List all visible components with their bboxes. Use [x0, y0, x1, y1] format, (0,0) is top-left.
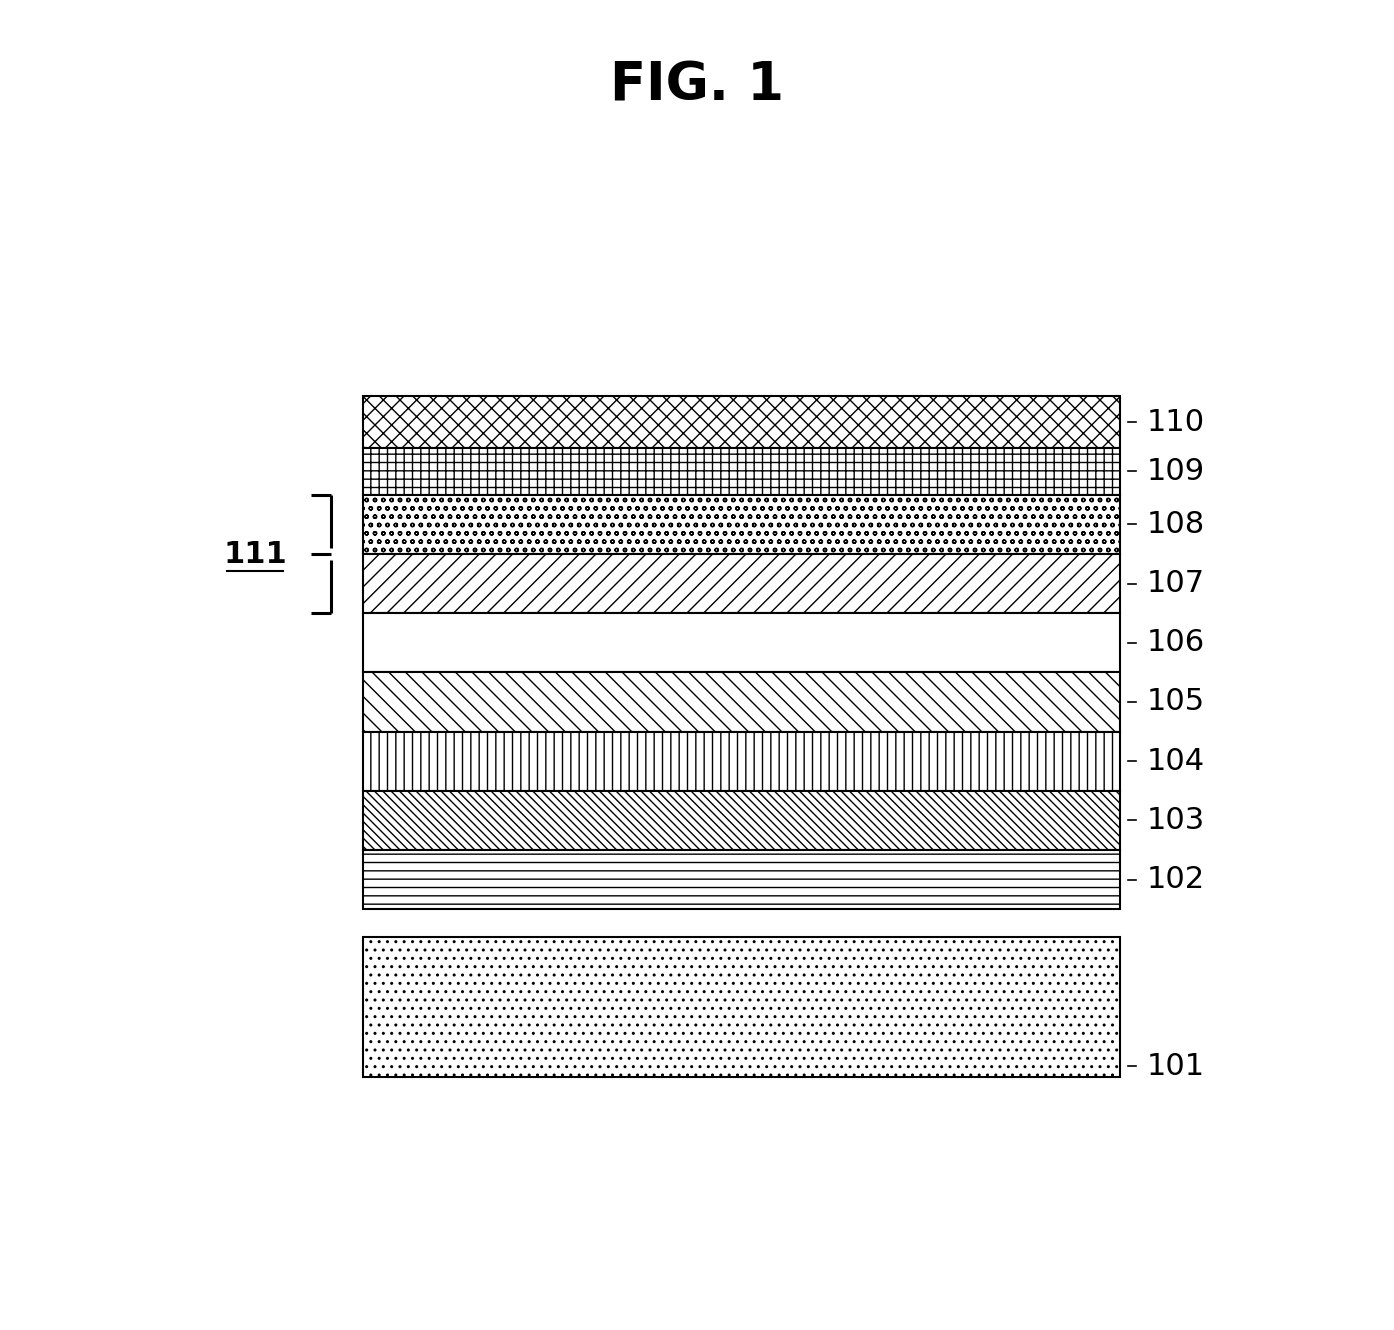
Bar: [364, 495, 1119, 555]
Text: 105: 105: [1147, 688, 1204, 717]
Bar: [364, 555, 1119, 613]
Text: 103: 103: [1147, 806, 1204, 835]
Bar: [364, 732, 1119, 791]
Text: 107: 107: [1147, 569, 1204, 598]
Text: 108: 108: [1147, 509, 1204, 539]
Bar: [364, 448, 1119, 495]
Bar: [364, 396, 1119, 448]
Bar: [364, 850, 1119, 910]
Text: 106: 106: [1147, 628, 1204, 657]
Text: 101: 101: [1147, 1052, 1204, 1080]
Bar: [364, 673, 1119, 732]
Text: 104: 104: [1147, 746, 1204, 775]
Text: 110: 110: [1147, 407, 1204, 436]
Bar: [364, 791, 1119, 850]
Text: 111: 111: [223, 540, 287, 568]
Text: 102: 102: [1147, 864, 1204, 894]
Text: FIG. 1: FIG. 1: [611, 60, 783, 112]
Text: 109: 109: [1147, 458, 1204, 485]
Bar: [364, 613, 1119, 673]
Bar: [364, 938, 1119, 1077]
